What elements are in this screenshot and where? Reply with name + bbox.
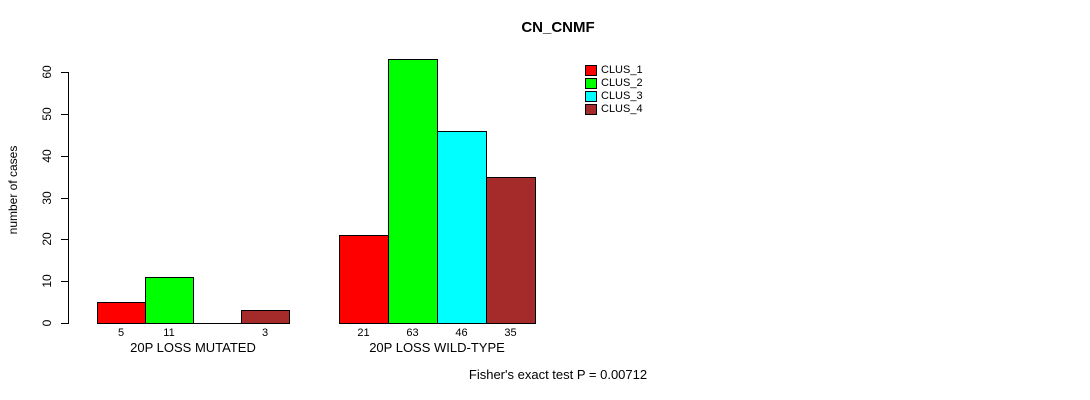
bar-value-label: 35 — [504, 327, 517, 339]
bar — [241, 310, 290, 324]
y-axis-tick — [61, 155, 68, 157]
legend-item: CLUS_3 — [585, 90, 643, 102]
group-label: 20P LOSS WILD-TYPE — [369, 340, 505, 355]
y-tick-label: 10 — [40, 274, 54, 288]
y-tick-label: 50 — [40, 107, 54, 121]
y-axis-tick — [61, 281, 68, 283]
y-tick-label: 0 — [40, 319, 54, 327]
legend-label: CLUS_3 — [601, 89, 643, 102]
y-tick-label: 30 — [40, 190, 54, 205]
fisher-test-annotation: Fisher's exact test P = 0.00712 — [468, 367, 648, 382]
y-axis-line — [68, 72, 69, 324]
y-axis-tick — [61, 239, 68, 241]
bar-value-label: 5 — [117, 327, 125, 339]
bar — [486, 176, 536, 324]
y-tick-label: 20 — [40, 232, 54, 247]
chart-title: CN_CNMF — [521, 19, 595, 36]
legend-swatch — [585, 90, 597, 102]
legend-swatch — [585, 103, 597, 115]
bar — [437, 130, 487, 324]
legend-item: CLUS_4 — [585, 103, 643, 115]
legend-label: CLUS_1 — [601, 63, 643, 76]
bar-value-label: 3 — [261, 327, 269, 339]
bar — [145, 276, 194, 324]
bar-value-label: 21 — [357, 327, 370, 339]
y-axis-tick — [61, 197, 68, 199]
bar — [97, 302, 146, 324]
bar — [388, 59, 438, 324]
bar-value-label: 63 — [406, 327, 419, 339]
legend-item: CLUS_2 — [585, 77, 643, 89]
bar-value-label: 46 — [455, 327, 468, 339]
y-tick-label: 60 — [40, 65, 54, 79]
legend-label: CLUS_4 — [601, 102, 643, 115]
y-tick-label: 40 — [40, 148, 54, 163]
y-axis-tick — [61, 72, 68, 73]
bar-value-label: 11 — [163, 327, 175, 339]
legend-swatch — [585, 77, 597, 89]
legend-swatch — [585, 64, 597, 76]
bar — [339, 235, 389, 324]
legend-label: CLUS_2 — [601, 76, 643, 89]
legend-item: CLUS_1 — [585, 64, 643, 76]
y-axis-tick — [61, 323, 68, 324]
y-axis-tick — [61, 113, 68, 115]
group-label: 20P LOSS MUTATED — [130, 340, 256, 355]
legend: CLUS_1 CLUS_2 CLUS_3 CLUS_4 — [585, 64, 643, 116]
